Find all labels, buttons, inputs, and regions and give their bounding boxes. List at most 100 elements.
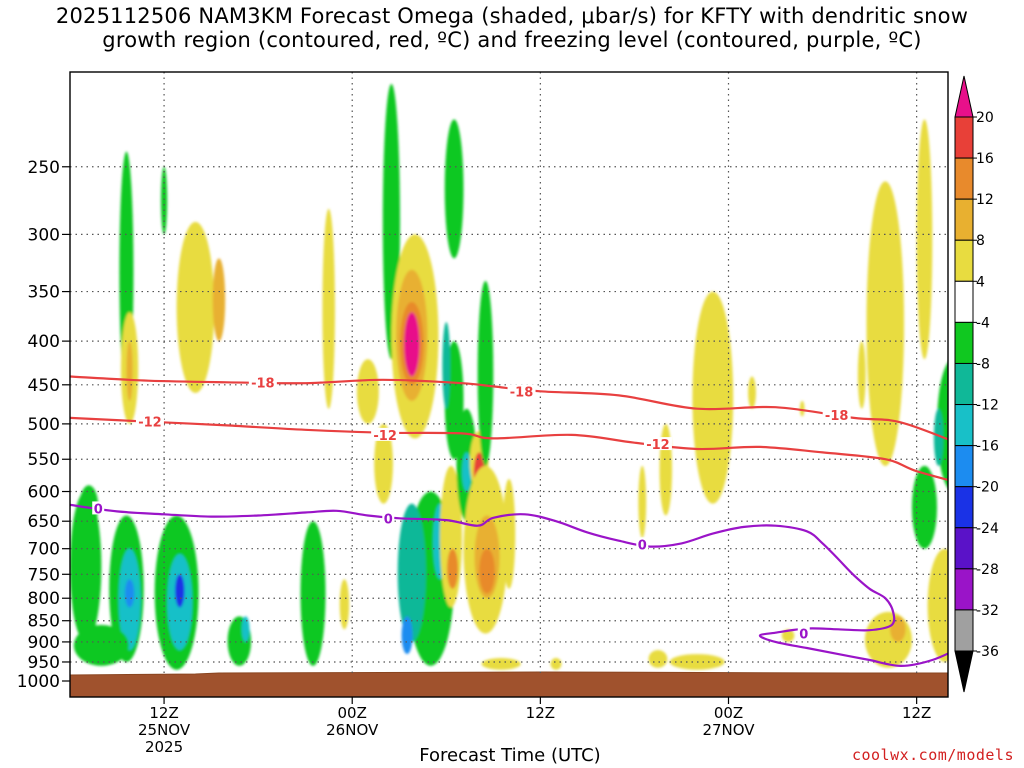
omega-cell-64: [857, 341, 866, 409]
x-tick-label-1-1: 26NOV: [326, 721, 379, 739]
y-tick-label-600: 600: [28, 483, 60, 503]
x-tick-label-1-0: 00Z: [338, 704, 367, 722]
colorbar-label-0: 20: [976, 110, 994, 126]
omega-cell-55: [866, 181, 905, 466]
colorbar-box-11: [954, 568, 974, 611]
omega-cell-62: [916, 119, 933, 360]
contour-label-9: 0: [799, 628, 808, 643]
omega-cell-13: [175, 574, 185, 608]
y-tick-label-700: 700: [28, 540, 60, 560]
colorbar-box-8: [954, 445, 974, 488]
colorbar-box-1: [954, 157, 974, 200]
x-tick-label-0-1: 25NOV: [138, 721, 191, 739]
colorbar-label-6: -8: [976, 356, 990, 372]
omega-cell-6: [126, 341, 133, 401]
omega-cell-16: [241, 616, 250, 642]
colorbar-box-2: [954, 198, 974, 241]
colorbar-label-12: -32: [976, 603, 999, 619]
y-tick-label-750: 750: [28, 565, 60, 585]
colorbar-label-7: -12: [976, 398, 999, 414]
colorbar-box-0: [954, 116, 974, 159]
y-tick-label-250: 250: [28, 158, 60, 178]
contour-label-1: -18: [510, 385, 534, 400]
surface-terrain: [70, 671, 948, 697]
y-tick-label-450: 450: [28, 376, 60, 396]
y-tick-label-850: 850: [28, 612, 60, 632]
contour-label-bg-9: [797, 626, 810, 640]
x-tick-label-3-1: 27NOV: [702, 721, 755, 739]
contour-dendritic-bottom: [70, 416, 948, 482]
omega-cell-26: [403, 312, 420, 377]
omega-cell-57: [889, 616, 906, 642]
omega-cell-21: [374, 423, 393, 504]
colorbar-ext-low: [954, 650, 974, 693]
omega-cell-51: [692, 291, 734, 504]
contour-label-bg-8: [636, 537, 649, 551]
contour-label-0: -18: [251, 376, 275, 391]
x-tick-label-2-0: 12Z: [526, 704, 555, 722]
contour-label-8: 0: [638, 538, 647, 553]
omega-cell-43: [479, 548, 495, 594]
contour-freezing-level: [70, 503, 948, 667]
chart-title: 2025112506 NAM3KM Forecast Omega (shaded…: [0, 4, 1024, 52]
colorbar-label-4: 4: [976, 274, 985, 290]
colorbar-label-11: -28: [976, 562, 999, 578]
contour-label-bg-2: [822, 407, 851, 421]
contour-label-bg-0: [248, 375, 277, 389]
colorbar-label-3: 8: [976, 233, 985, 249]
y-tick-label-950: 950: [28, 653, 60, 673]
chart-title-line-2: growth region (contoured, red, ºC) and f…: [102, 28, 922, 52]
x-tick-label-0-2: 2025: [145, 738, 183, 756]
omega-cell-49: [648, 650, 668, 668]
omega-cell-2: [160, 166, 168, 235]
x-tick-label-4-0: 12Z: [902, 704, 931, 722]
contour-label-3: -12: [138, 416, 162, 431]
y-tick-label-500: 500: [28, 415, 60, 435]
omega-cell-44: [502, 478, 516, 589]
contour-label-bg-1: [507, 384, 536, 398]
y-tick-label-400: 400: [28, 332, 60, 352]
omega-cell-53: [799, 400, 805, 417]
colorbar-box-10: [954, 527, 974, 570]
colorbar-box-5: [954, 321, 974, 364]
y-tick-label-650: 650: [28, 512, 60, 532]
contour-label-4: -12: [373, 429, 397, 444]
omega-cell-46: [550, 658, 562, 670]
contour-label-bg-4: [371, 427, 400, 441]
omega-cell-29: [401, 616, 413, 655]
colorbar-box-9: [954, 486, 974, 529]
colorbar-box-4: [954, 280, 974, 323]
omega-cell-7: [70, 491, 102, 642]
contour-label-bg-3: [135, 414, 164, 428]
surface-ground: [70, 671, 948, 697]
omega-cell-4: [212, 258, 226, 342]
temperature-contours: -18 -18 -18 -12 -12 -12 0 0 0 0: [70, 375, 948, 667]
colorbar-label-2: 12: [976, 192, 994, 208]
contour-label-5: -12: [646, 438, 670, 453]
colorbar-box-12: [954, 609, 974, 652]
y-tick-label-300: 300: [28, 225, 60, 245]
colorbar: 20 16 12 8 4 -4 -8 -12 -16 -20 -24 -28 -32 -36: [954, 75, 999, 693]
contour-label-6: 0: [94, 502, 103, 517]
y-tick-label-350: 350: [28, 283, 60, 303]
omega-cell-28: [397, 503, 426, 642]
omega-cell-31: [444, 119, 464, 259]
chart-title-line-1: 2025112506 NAM3KM Forecast Omega (shaded…: [55, 4, 969, 28]
contour-label-bg-6: [92, 501, 105, 515]
omega-cell-35: [447, 548, 459, 589]
omega-cell-19: [322, 208, 335, 409]
contour-label-7: 0: [384, 512, 393, 527]
y-tick-label-550: 550: [28, 450, 60, 470]
omega-cell-52: [748, 376, 756, 409]
grid-lines: [70, 72, 948, 673]
x-axis-title: Forecast Time (UTC): [419, 745, 601, 766]
colorbar-label-5: -4: [976, 315, 990, 331]
colorbar-box-6: [954, 362, 974, 406]
colorbar-ext-high: [954, 75, 974, 118]
colorbar-label-8: -16: [976, 439, 999, 455]
omega-cell-18: [339, 579, 350, 630]
credit-link[interactable]: coolwx.com/models: [851, 746, 1014, 764]
omega-cell-37: [461, 452, 472, 492]
